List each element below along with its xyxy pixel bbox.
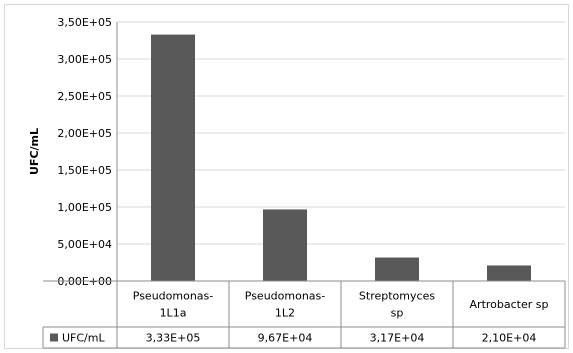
y-tick-label: 2,00E+05 <box>57 127 112 140</box>
y-tick-label: 1,00E+05 <box>57 201 112 214</box>
category-label: Streptomyces sp <box>359 290 435 320</box>
chart-frame <box>4 4 569 349</box>
category-label: Artrobacter sp <box>470 298 549 311</box>
data-value-label: 9,67E+04 <box>258 332 313 345</box>
category-label: Pseudomonas-1L2 <box>245 290 326 320</box>
bar <box>375 257 419 281</box>
legend-label: UFC/mL <box>62 332 105 345</box>
bar <box>151 34 195 281</box>
y-tick-label: 3,50E+05 <box>57 16 112 29</box>
y-tick-label: 5,00E+04 <box>57 238 112 251</box>
y-tick-label: 1,50E+05 <box>57 164 112 177</box>
category-label: Pseudomonas-1L1a <box>133 290 214 320</box>
bar <box>487 265 531 281</box>
y-tick-label: 2,50E+05 <box>57 90 112 103</box>
bar <box>263 209 307 281</box>
data-value-label: 3,33E+05 <box>146 332 201 345</box>
data-value-label: 3,17E+04 <box>370 332 425 345</box>
y-axis-title: UFC/mL <box>28 128 41 175</box>
y-tick-label: 3,00E+05 <box>57 53 112 66</box>
data-value-label: 2,10E+04 <box>482 332 537 345</box>
legend-key <box>50 333 58 342</box>
